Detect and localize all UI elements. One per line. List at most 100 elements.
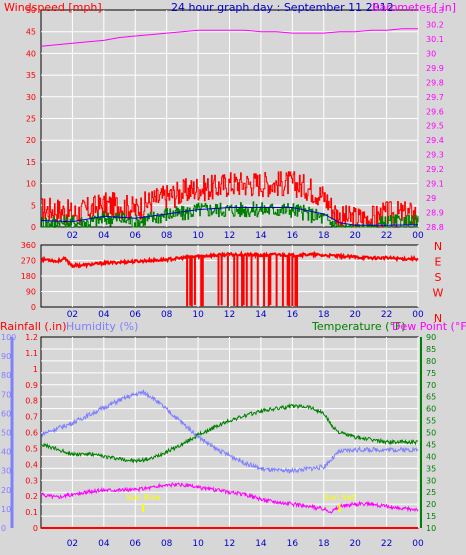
barometer-line bbox=[40, 28, 418, 47]
humidity-tick-label: 70 bbox=[1, 390, 11, 399]
temperature-tick-label: 15 bbox=[426, 512, 436, 521]
humidity-tick-label: 60 bbox=[1, 409, 11, 418]
wind-tick-label: 25 bbox=[26, 115, 36, 124]
climate-x-tick-label: 14 bbox=[255, 539, 267, 549]
barometer-tick-label: 28.8 bbox=[426, 223, 444, 232]
wind-tick-label: 0 bbox=[31, 223, 36, 232]
rainfall-legend: Rainfall (.in) bbox=[0, 320, 67, 333]
direction-x-tick-label: 10 bbox=[192, 310, 204, 320]
compass-label: S bbox=[435, 271, 442, 284]
wind-x-tick-label: 16 bbox=[287, 231, 299, 241]
wind-tick-label: 10 bbox=[26, 180, 36, 189]
direction-x-tick-label: 12 bbox=[224, 310, 235, 320]
wind-axis-title: Windspeed [mph] bbox=[4, 1, 102, 14]
rain-tick-label: 0 bbox=[33, 524, 38, 533]
temperature-tick-label: 10 bbox=[426, 524, 436, 533]
humidity-tick-label: 50 bbox=[1, 429, 11, 438]
temperature-tick-label: 25 bbox=[426, 488, 436, 497]
humidity-tick-label: 20 bbox=[1, 486, 11, 495]
direction-tick-label: 360 bbox=[21, 241, 36, 250]
direction-x-tick-label: 08 bbox=[161, 310, 173, 320]
temperature-tick-label: 35 bbox=[426, 464, 436, 473]
series-layer bbox=[40, 28, 419, 529]
wind-tick-label: 50 bbox=[26, 6, 36, 15]
temperature-tick-label: 85 bbox=[426, 345, 436, 354]
humidity-tick-label: 30 bbox=[1, 467, 11, 476]
temperature-tick-label: 55 bbox=[426, 417, 436, 426]
wind-x-tick-label: 08 bbox=[161, 231, 173, 241]
rain-tick-label: 1.1 bbox=[25, 349, 38, 358]
wind-tick-label: 15 bbox=[26, 158, 36, 167]
direction-x-tick-label: 14 bbox=[255, 310, 267, 320]
climate-x-tick-label: 20 bbox=[349, 539, 361, 549]
barometer-tick-label: 29.2 bbox=[426, 165, 444, 174]
wind-x-tick-label: 04 bbox=[98, 231, 110, 241]
temperature-tick-label: 60 bbox=[426, 405, 436, 414]
direction-x-tick-label: 18 bbox=[318, 310, 330, 320]
compass-label: N bbox=[434, 312, 442, 325]
rain-tick-label: 0.4 bbox=[25, 460, 38, 469]
climate-x-tick-label: 02 bbox=[67, 539, 78, 549]
temperature-tick-label: 40 bbox=[426, 452, 436, 461]
wind-x-tick-label: 00 bbox=[412, 231, 424, 241]
wind-gust-line bbox=[41, 171, 419, 228]
temperature-tick-label: 20 bbox=[426, 500, 436, 509]
direction-tick-label: 270 bbox=[21, 257, 36, 266]
climate-x-tick-label: 10 bbox=[192, 539, 204, 549]
dewpoint-line bbox=[40, 482, 419, 514]
direction-x-tick-label: 02 bbox=[67, 310, 78, 320]
wind-direction-line bbox=[40, 250, 419, 269]
direction-tick-label: 0 bbox=[31, 303, 36, 312]
rain-tick-label: 0.9 bbox=[25, 381, 38, 390]
barometer-axis-title: Barometer [.in] bbox=[372, 1, 456, 14]
climate-x-tick-label: 18 bbox=[318, 539, 330, 549]
direction-tick-label: 180 bbox=[21, 272, 36, 281]
wind-x-tick-label: 14 bbox=[255, 231, 267, 241]
wind-tick-label: 45 bbox=[26, 28, 36, 37]
barometer-tick-label: 29.5 bbox=[426, 122, 444, 131]
barometer-tick-label: 29.9 bbox=[426, 64, 444, 73]
rain-tick-label: 0.8 bbox=[25, 397, 38, 406]
wind-x-tick-label: 12 bbox=[224, 231, 235, 241]
climate-x-tick-label: 08 bbox=[161, 539, 173, 549]
direction-x-tick-label: 06 bbox=[130, 310, 142, 320]
wind-x-tick-label: 02 bbox=[67, 231, 78, 241]
direction-x-tick-label: 20 bbox=[349, 310, 361, 320]
rain-tick-label: 0.2 bbox=[25, 492, 38, 501]
temperature-tick-label: 75 bbox=[426, 369, 436, 378]
direction-x-tick-label: 22 bbox=[381, 310, 392, 320]
humidity-line bbox=[40, 388, 419, 474]
chart-title: 24 hour graph day : September 11 2012 bbox=[171, 1, 394, 14]
barometer-tick-label: 29.7 bbox=[426, 93, 444, 102]
barometer-tick-label: 29.3 bbox=[426, 151, 444, 160]
temperature-tick-label: 90 bbox=[426, 333, 436, 342]
direction-x-tick-label: 16 bbox=[287, 310, 299, 320]
wind-tick-label: 35 bbox=[26, 71, 36, 80]
barometer-tick-label: 29.8 bbox=[426, 78, 444, 87]
rain-tick-label: 0.1 bbox=[25, 508, 38, 517]
temperature-tick-label: 30 bbox=[426, 476, 436, 485]
rain-tick-label: 1 bbox=[33, 365, 38, 374]
wind-x-tick-label: 20 bbox=[349, 231, 361, 241]
barometer-tick-label: 29 bbox=[426, 194, 436, 203]
barometer-tick-label: 30.3 bbox=[426, 6, 444, 15]
sunrise-label: Sun Rise bbox=[126, 493, 161, 502]
humidity-tick-label: 40 bbox=[1, 448, 11, 457]
temperature-tick-label: 80 bbox=[426, 357, 436, 366]
wind-average-line bbox=[40, 207, 419, 226]
temperature-tick-label: 70 bbox=[426, 381, 436, 390]
humidity-tick-label: 90 bbox=[1, 352, 11, 361]
temperature-tick-label: 65 bbox=[426, 393, 436, 402]
barometer-tick-label: 30.1 bbox=[426, 35, 444, 44]
wind-tick-label: 5 bbox=[31, 201, 36, 210]
compass-label: E bbox=[435, 256, 442, 269]
wind-x-tick-label: 06 bbox=[130, 231, 142, 241]
barometer-tick-label: 29.6 bbox=[426, 107, 444, 116]
wind-tick-label: 30 bbox=[26, 93, 36, 102]
climate-x-tick-label: 04 bbox=[98, 539, 110, 549]
climate-x-tick-label: 00 bbox=[412, 539, 424, 549]
barometer-tick-label: 29.4 bbox=[426, 136, 444, 145]
climate-x-tick-label: 06 bbox=[130, 539, 142, 549]
rain-tick-label: 0.7 bbox=[25, 413, 38, 422]
